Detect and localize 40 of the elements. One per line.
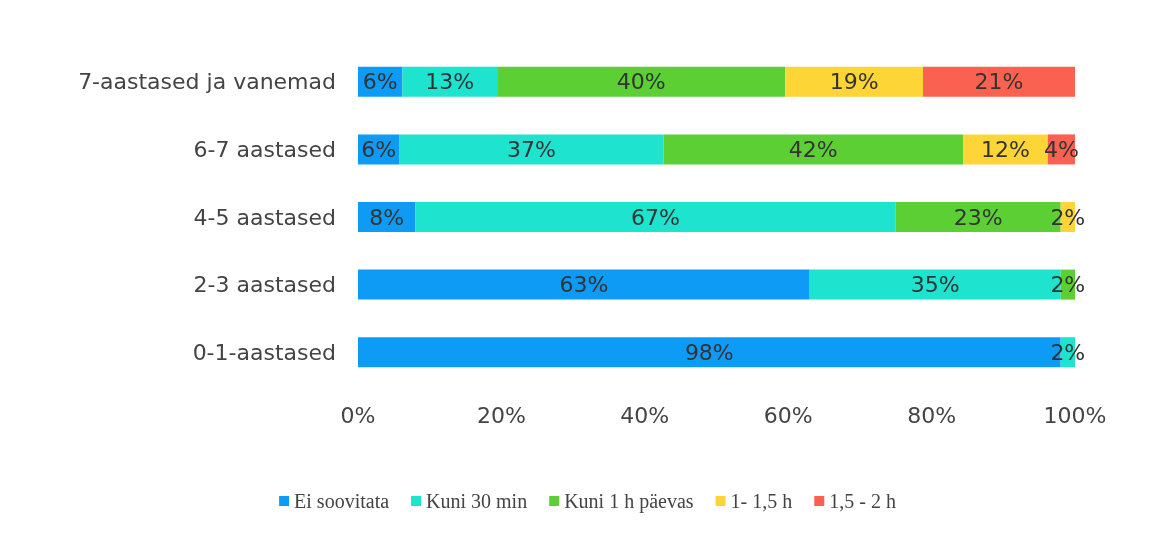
- y-tick-label: 2-3 aastased: [193, 272, 336, 298]
- bar: [399, 134, 664, 165]
- data-label: 37%: [507, 136, 556, 162]
- y-tick-label: 4-5 aastased: [193, 204, 336, 230]
- legend-label: 1- 1,5 h: [730, 490, 793, 512]
- data-label: 63%: [559, 272, 609, 298]
- data-label: 19%: [829, 69, 879, 95]
- data-label: 2%: [1050, 204, 1086, 230]
- x-tick-label: 20%: [476, 402, 526, 428]
- y-tick-label: 0-1-aastased: [192, 339, 336, 365]
- bar: [923, 66, 1075, 97]
- data-label: 2%: [1050, 272, 1086, 298]
- data-label: 6%: [362, 69, 398, 95]
- x-tick-label: 60%: [763, 402, 813, 428]
- data-label: 98%: [684, 339, 734, 365]
- data-label: 42%: [788, 136, 838, 162]
- data-label: 21%: [974, 69, 1024, 95]
- x-tick-label: 0%: [340, 402, 376, 428]
- legend-label: Kuni 30 min: [426, 490, 528, 512]
- data-label: 35%: [910, 272, 960, 298]
- bar: [785, 66, 923, 97]
- data-label: 13%: [425, 69, 475, 95]
- data-label: 12%: [981, 136, 1030, 162]
- y-tick-label: 7-aastased ja vanemad: [78, 69, 336, 95]
- x-tick-label: 100%: [1043, 402, 1107, 428]
- legend-label: 1,5 - 2 h: [829, 490, 896, 512]
- data-label: 40%: [616, 69, 666, 95]
- bar: [415, 202, 896, 232]
- bar: [497, 66, 786, 97]
- legend-label: Ei soovitata: [294, 490, 390, 512]
- data-label: 8%: [369, 204, 405, 230]
- data-label: 67%: [631, 204, 681, 230]
- y-tick-label: 6-7 aastased: [193, 136, 336, 162]
- bar: [358, 269, 810, 300]
- x-tick-label: 80%: [907, 402, 957, 428]
- x-tick-label: 40%: [620, 402, 670, 428]
- bar: [663, 134, 964, 165]
- data-label: 23%: [953, 204, 1003, 230]
- legend-label: Kuni 1 h päevas: [564, 490, 694, 513]
- data-label: 6%: [361, 136, 397, 162]
